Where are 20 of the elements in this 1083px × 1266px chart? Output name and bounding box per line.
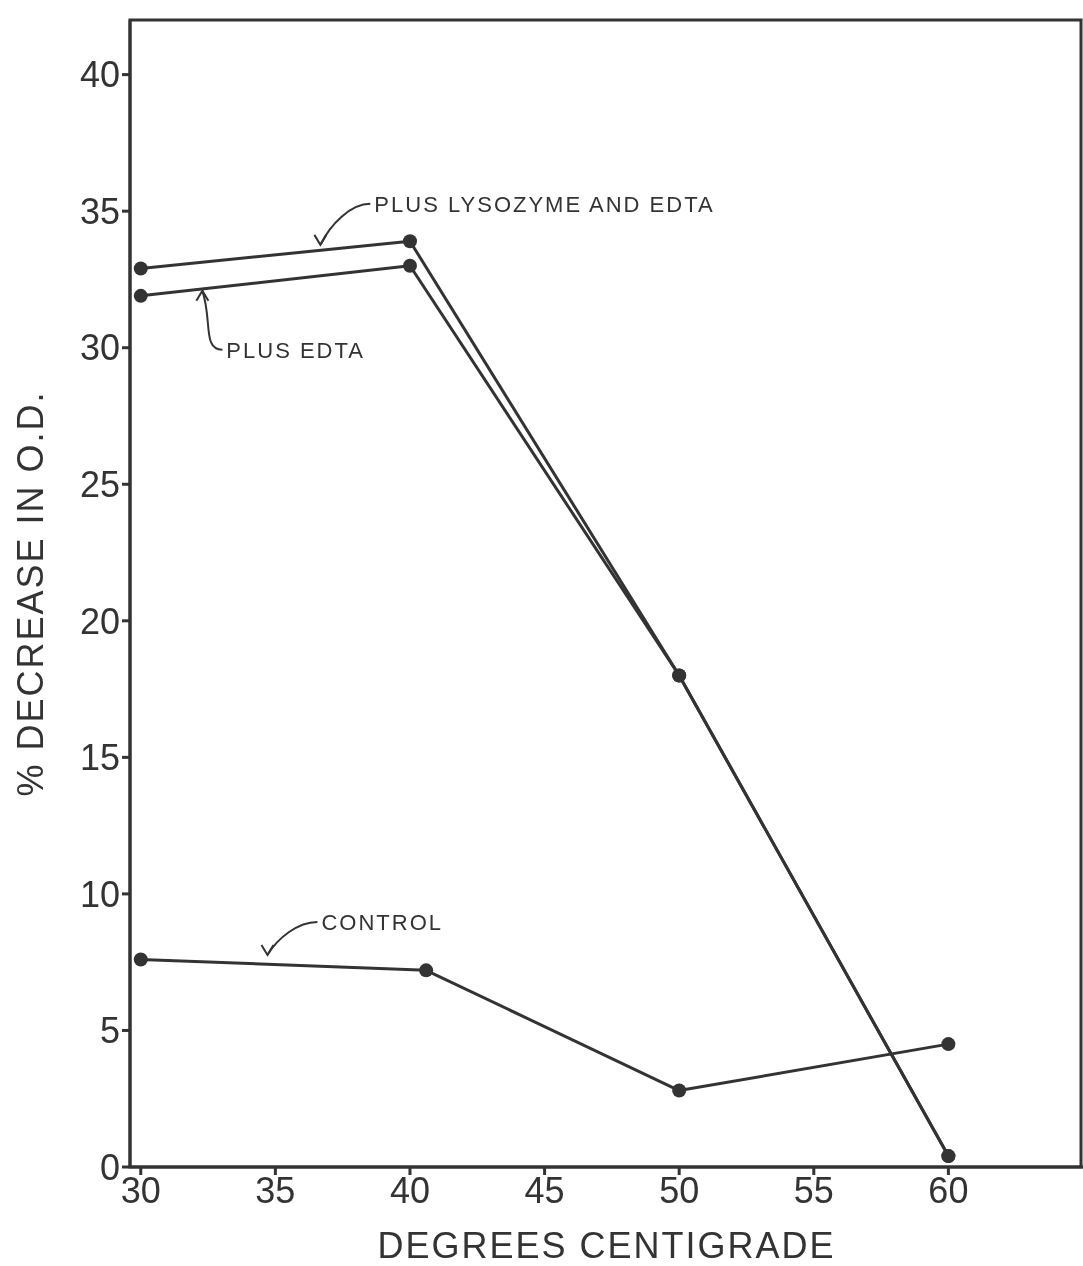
x-tick-label: 35 [255,1169,296,1211]
x-tick-label: 50 [659,1169,700,1211]
x-tick-label: 55 [793,1169,834,1211]
x-tick-label: 45 [524,1169,565,1211]
text: PLUS EDTA [226,337,365,363]
y-tick-label: 30 [79,327,120,369]
y-tick-label: 40 [79,54,120,96]
series-label: PLUS LYSOZYME AND EDTA [374,191,715,217]
y-tick-label: 25 [79,464,120,506]
y-tick-label: 15 [79,737,120,779]
y-tick-label: 10 [79,873,120,915]
x-tick-label: 60 [928,1169,969,1211]
y-axis-title: % DECREASE IN O.D. [9,390,51,797]
y-tick-label: 0 [99,1146,120,1188]
x-axis-title: DEGREES CENTIGRADE [377,1225,836,1266]
x-tick-label: 40 [389,1169,430,1211]
y-tick-label: 35 [79,190,120,232]
y-tick-label: 20 [79,600,120,642]
series-label: CONTROL [321,909,444,935]
y-tick-label: 5 [99,1010,120,1052]
